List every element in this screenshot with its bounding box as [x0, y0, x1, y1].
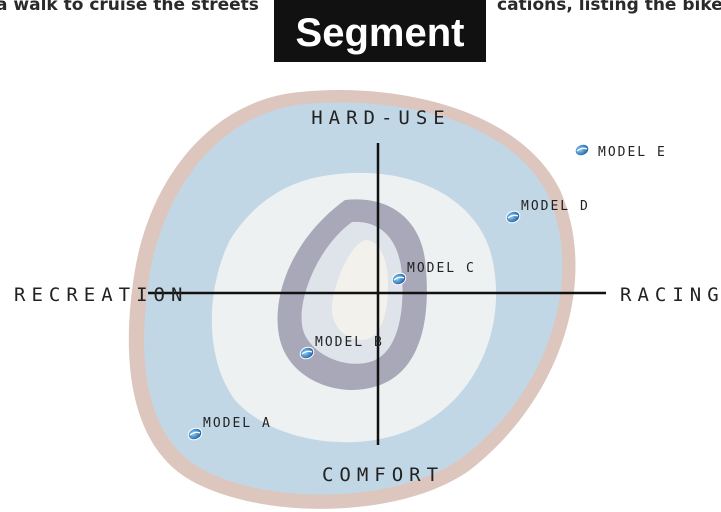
model-label: MODEL E: [598, 145, 667, 160]
body-text-right: cations, listing the bike: [497, 0, 721, 15]
agate-background: [129, 90, 576, 509]
axis-label-right: RACING: [620, 284, 721, 306]
axis-label-top: HARD-USE: [311, 107, 451, 129]
model-label: MODEL C: [407, 261, 476, 276]
model-label: MODEL A: [203, 416, 272, 431]
axis-label-left: RECREATION: [14, 284, 188, 306]
title: Segment: [296, 11, 465, 55]
model-label: MODEL B: [315, 335, 384, 350]
model-label: MODEL D: [521, 199, 590, 214]
axis-label-bottom: COMFORT: [322, 464, 444, 486]
model-dot: [573, 142, 590, 158]
body-text-left: a walk to cruise the streets: [0, 0, 259, 15]
page: a walk to cruise the streets cations, li…: [0, 0, 721, 512]
